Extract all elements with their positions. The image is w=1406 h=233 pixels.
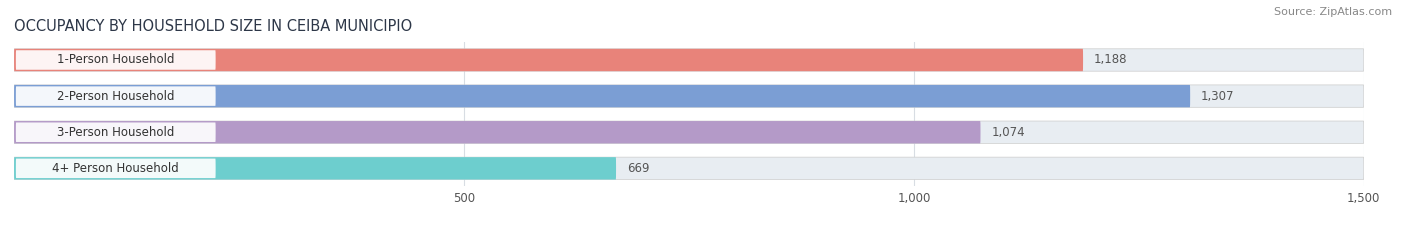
- Text: 2-Person Household: 2-Person Household: [58, 90, 174, 103]
- Text: 4+ Person Household: 4+ Person Household: [52, 162, 179, 175]
- Text: Source: ZipAtlas.com: Source: ZipAtlas.com: [1274, 7, 1392, 17]
- Text: OCCUPANCY BY HOUSEHOLD SIZE IN CEIBA MUNICIPIO: OCCUPANCY BY HOUSEHOLD SIZE IN CEIBA MUN…: [14, 19, 412, 34]
- FancyBboxPatch shape: [14, 157, 616, 180]
- FancyBboxPatch shape: [15, 159, 215, 178]
- FancyBboxPatch shape: [14, 121, 980, 144]
- FancyBboxPatch shape: [15, 123, 215, 142]
- Text: 1,307: 1,307: [1201, 90, 1234, 103]
- FancyBboxPatch shape: [14, 85, 1364, 107]
- Text: 669: 669: [627, 162, 650, 175]
- FancyBboxPatch shape: [14, 49, 1083, 71]
- Text: 1,188: 1,188: [1094, 54, 1128, 66]
- FancyBboxPatch shape: [15, 50, 215, 70]
- Text: 1-Person Household: 1-Person Household: [58, 54, 174, 66]
- FancyBboxPatch shape: [14, 85, 1189, 107]
- FancyBboxPatch shape: [14, 49, 1364, 71]
- FancyBboxPatch shape: [14, 157, 1364, 180]
- FancyBboxPatch shape: [15, 86, 215, 106]
- FancyBboxPatch shape: [14, 121, 1364, 144]
- Text: 1,074: 1,074: [991, 126, 1025, 139]
- Text: 3-Person Household: 3-Person Household: [58, 126, 174, 139]
